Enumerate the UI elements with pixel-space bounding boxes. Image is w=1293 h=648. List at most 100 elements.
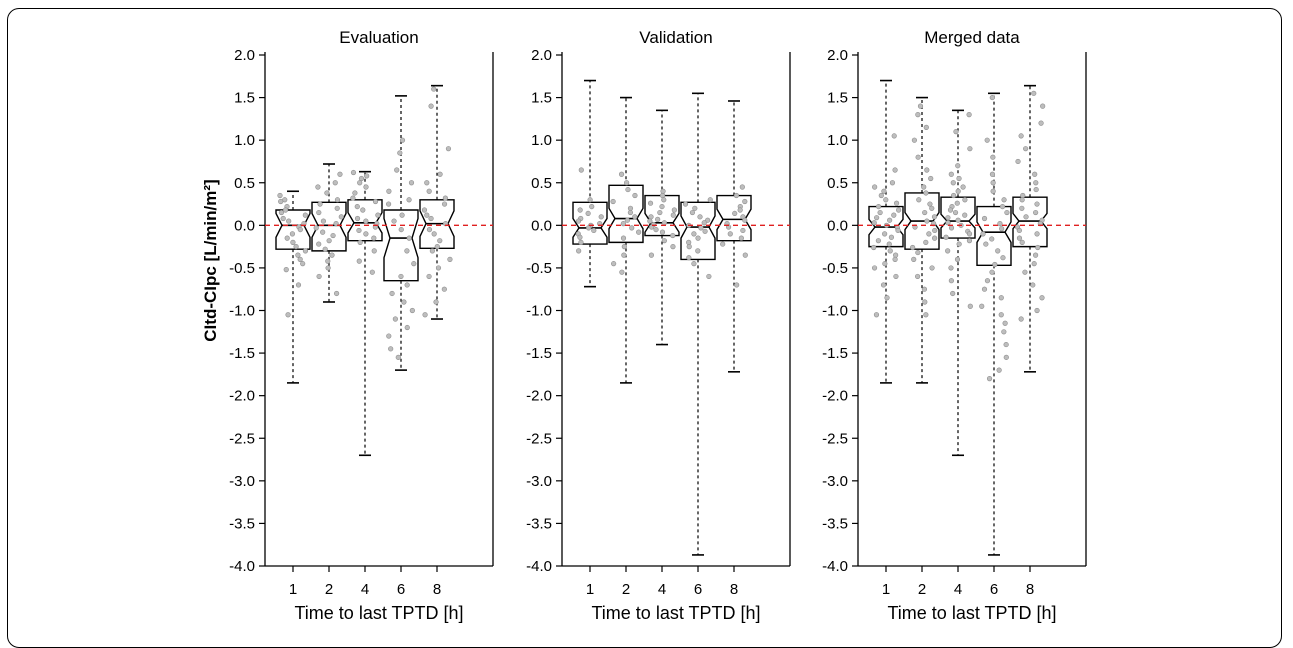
data-point: [966, 112, 972, 118]
data-point: [695, 235, 701, 241]
data-point: [1003, 354, 1009, 360]
x-tick-label: 1: [586, 581, 594, 598]
data-point: [283, 267, 289, 273]
data-point: [398, 273, 404, 280]
data-point: [670, 232, 676, 239]
data-point: [316, 273, 322, 280]
data-point: [406, 197, 412, 203]
box-2: [311, 163, 347, 303]
data-point: [740, 227, 746, 234]
data-point: [357, 239, 363, 245]
data-point: [375, 212, 381, 218]
y-tick-label: -4.0: [526, 558, 552, 575]
data-point: [1020, 192, 1026, 199]
data-point: [999, 226, 1005, 232]
data-point: [357, 180, 363, 186]
data-point: [297, 256, 303, 263]
y-tick-label: 2.0: [531, 47, 552, 64]
data-point: [326, 238, 332, 244]
x-tick-label: 4: [954, 581, 962, 598]
x-tick-label: 2: [325, 581, 333, 598]
data-point: [632, 214, 638, 220]
data-point: [955, 217, 961, 223]
data-point: [952, 209, 959, 216]
y-tick-label: 1.0: [827, 132, 848, 149]
data-point: [671, 207, 677, 213]
data-point: [966, 238, 973, 244]
data-point: [424, 180, 430, 186]
data-point: [689, 209, 696, 216]
y-tick-label: 0.5: [827, 175, 848, 192]
data-point: [386, 333, 392, 339]
data-point: [686, 239, 692, 245]
data-point: [441, 201, 448, 207]
data-point: [927, 201, 933, 207]
data-point: [302, 212, 308, 218]
data-point: [984, 137, 990, 143]
data-point: [659, 203, 665, 210]
data-point: [996, 367, 1002, 373]
data-point: [620, 235, 627, 241]
data-point: [586, 225, 592, 231]
data-point: [433, 299, 439, 305]
data-point: [285, 312, 291, 318]
data-point: [742, 252, 748, 258]
data-point: [893, 200, 900, 206]
data-point: [431, 86, 437, 92]
data-point: [363, 231, 369, 237]
data-point: [295, 282, 302, 288]
data-point: [962, 197, 968, 203]
data-point: [695, 248, 701, 254]
data-point: [392, 316, 398, 322]
data-point: [426, 226, 433, 233]
data-point: [1018, 316, 1024, 322]
data-point: [587, 197, 593, 203]
data-point: [394, 167, 400, 173]
panel-title: Merged data: [924, 28, 1020, 47]
data-point: [701, 220, 707, 226]
data-point: [705, 217, 711, 223]
data-point: [1035, 244, 1041, 251]
y-tick-label: -3.0: [229, 473, 255, 490]
data-point: [1033, 209, 1039, 216]
data-point: [1031, 261, 1037, 267]
data-point: [989, 236, 995, 242]
boxplot-figure: Evaluation 2.0 1.5 1.0 0.5 0.0 -0.5 -1.0 -1.5 -2.…: [201, 28, 1087, 623]
data-point: [360, 207, 366, 213]
data-point: [945, 220, 951, 226]
data-point: [887, 248, 893, 254]
y-tick-label: 0.5: [531, 175, 552, 192]
data-point: [624, 180, 630, 186]
data-point: [369, 269, 375, 275]
box-6: [383, 95, 419, 371]
data-point: [334, 290, 340, 297]
data-point: [926, 231, 932, 237]
x-tick-label: 4: [361, 581, 369, 598]
data-point: [923, 190, 929, 196]
y-tick-label: 0.0: [531, 217, 552, 234]
data-point: [950, 290, 956, 297]
data-point: [1039, 295, 1045, 301]
data-point: [324, 190, 330, 196]
data-point: [404, 324, 410, 331]
data-point: [953, 129, 959, 135]
y-tick-label: 1.0: [234, 132, 255, 149]
data-point: [578, 167, 584, 173]
data-point: [945, 248, 951, 254]
data-point: [577, 234, 583, 240]
data-point: [1033, 180, 1039, 186]
box-4: [347, 169, 383, 457]
data-point: [954, 256, 961, 263]
data-point: [661, 220, 667, 226]
data-point: [706, 273, 712, 280]
data-point: [317, 201, 323, 207]
data-point: [629, 225, 635, 231]
data-point: [1023, 146, 1029, 152]
data-point: [371, 248, 377, 254]
data-point: [278, 198, 284, 205]
data-point: [428, 103, 434, 109]
chart-panel-2: Validation 2.0 1.5 1.0 0.5 0.0 -0.5 -1.0 -1.5 -2.…: [526, 28, 791, 623]
data-point: [887, 217, 893, 223]
x-tick-label: 8: [730, 581, 738, 598]
data-point: [409, 307, 415, 314]
